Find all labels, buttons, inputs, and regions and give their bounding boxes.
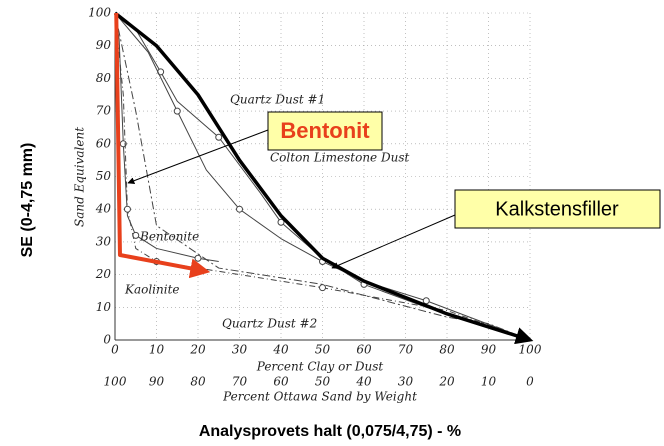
x-tick-label: 100: [519, 343, 542, 357]
x2-tick-label: 20: [438, 375, 455, 389]
x2-tick-label: 10: [481, 375, 497, 389]
annotation-box: [267, 111, 383, 151]
x-tick-label: 70: [398, 343, 414, 357]
x-tick-label: 10: [149, 343, 165, 357]
y-tick-label: 30: [96, 234, 112, 248]
annotation-arrow: [331, 214, 456, 269]
x2-tick-label: 70: [232, 375, 248, 389]
point: [173, 107, 181, 115]
x-label: Percent Clay or Dust: [256, 360, 384, 374]
annotation-box: [454, 189, 661, 229]
outer-y-label: SE (0-4,75 mm): [19, 143, 36, 258]
x-tick-label: 20: [189, 343, 206, 357]
point: [277, 218, 285, 226]
y-tick-label: 60: [96, 136, 112, 150]
y-label: Sand Equivalent: [73, 127, 87, 227]
series-line: [114, 12, 531, 341]
series-line: [114, 12, 531, 341]
annotation-arrow: [127, 129, 269, 185]
y-tick-label: 90: [96, 38, 112, 52]
point: [215, 133, 223, 141]
x-tick-label: 90: [481, 343, 497, 357]
x2-label: Percent Ottawa Sand by Weight: [222, 390, 417, 404]
series-line: [114, 12, 531, 341]
x2-tick-label: 100: [104, 375, 127, 389]
x-tick-label: 30: [232, 343, 248, 357]
series-line: [114, 12, 211, 279]
x-tick-label: 0: [111, 343, 119, 357]
x2-tick-label: 90: [149, 375, 165, 389]
x2-tick-label: 50: [315, 375, 331, 389]
curve-label: Quartz Dust #1: [230, 93, 325, 107]
point: [123, 205, 131, 213]
x2-tick-label: 40: [355, 375, 372, 389]
series-line: [113, 11, 534, 345]
annotation: Kalkstensfiller: [495, 198, 619, 220]
x-tick-label: 40: [272, 343, 289, 357]
curve-label: Kaolinite: [124, 283, 180, 297]
x2-tick-label: 0: [526, 375, 534, 389]
x-tick-label: 60: [356, 343, 372, 357]
point: [236, 205, 243, 213]
x-tick-label: 80: [439, 343, 455, 357]
curve-label: Colton Limestone Dust: [270, 151, 409, 165]
x-tick-label: 50: [315, 343, 331, 357]
x2-tick-label: 80: [190, 375, 206, 389]
y-tick-label: 20: [95, 267, 112, 281]
y-tick-label: 100: [88, 6, 111, 20]
y-tick-label: 80: [96, 71, 112, 85]
y-tick-label: 40: [95, 202, 112, 216]
point: [319, 284, 326, 292]
curve-label: Quartz Dust #2: [222, 317, 317, 331]
curve-label: Bentonite: [139, 230, 199, 244]
y-tick-label: 50: [96, 169, 112, 183]
y-tick-label: 0: [103, 333, 111, 347]
x2-tick-label: 30: [398, 375, 414, 389]
point: [194, 254, 202, 262]
point: [422, 297, 430, 305]
annotation: Bentonit: [280, 118, 370, 143]
y-tick-label: 10: [96, 300, 112, 314]
outer-x-label: Analysprovets halt (0,075/4,75) - %: [199, 423, 461, 440]
x2-tick-label: 60: [273, 375, 289, 389]
y-tick-label: 70: [96, 104, 112, 118]
